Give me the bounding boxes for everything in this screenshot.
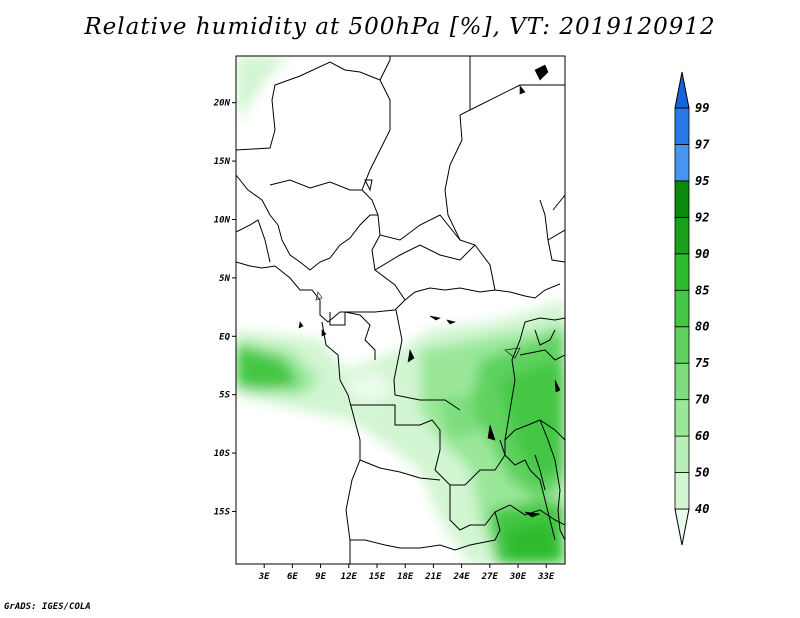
lon-tick-label: 33E (537, 572, 555, 582)
colorbar-segment (674, 216, 690, 255)
colorbar-label: 40 (695, 502, 709, 516)
lon-tick-label: 6E (287, 572, 298, 582)
lon-tick-label: 21E (424, 572, 442, 582)
colorbar-label: 85 (695, 283, 709, 297)
lat-tick-label: 15N (214, 157, 231, 167)
colorbar-label: 60 (695, 429, 709, 443)
colorbar-segment (674, 144, 690, 182)
country-borders (236, 56, 565, 564)
colorbar-lower-arrow (674, 508, 690, 546)
colorbar-label: 92 (695, 210, 709, 224)
lat-tick-label: 20N (213, 99, 231, 109)
grads-credit: GrADS: IGES/COLA (4, 602, 91, 612)
lon-tick-label: 12E (341, 572, 358, 582)
lon-tick-label: 27E (481, 572, 499, 582)
lon-tick-label: 3E (258, 572, 270, 582)
lat-tick-label: 10N (214, 215, 231, 225)
colorbar-label: 80 (695, 320, 709, 334)
colorbar-segment (674, 362, 690, 401)
lakes-and-islands (298, 64, 561, 518)
colorbar-segment (674, 435, 690, 473)
lat-tick-label: 15S (214, 507, 231, 517)
lat-tick-label: 5S (219, 391, 230, 401)
longitude-axis: 3E 6E 9E 12E 15E 18E 21E 24E 27E 30E 33E (258, 564, 555, 582)
colorbar-label: 90 (695, 247, 709, 261)
colorbar-label: 50 (695, 466, 709, 480)
colorbar-label: 70 (695, 393, 709, 407)
colorbar-label: 99 (695, 101, 709, 115)
colorbar-label: 95 (695, 174, 709, 188)
colorbar-segment (674, 326, 690, 364)
colorbar-segment (674, 180, 690, 218)
chart-title: Relative humidity at 500hPa [%], VT: 201… (84, 14, 716, 40)
lon-tick-label: 18E (397, 572, 414, 582)
humidity-field (236, 56, 565, 564)
lon-tick-label: 15E (369, 572, 386, 582)
lat-tick-label: 5N (219, 274, 230, 284)
latitude-axis: 20N 15N 10N 5N EQ 5S 10S 15S (213, 99, 236, 517)
lon-tick-label: 9E (315, 572, 326, 582)
colorbar-segment (674, 472, 690, 510)
lat-tick-label: EQ (219, 332, 230, 342)
colorbar-segment (674, 399, 690, 437)
lon-tick-label: 30E (509, 572, 527, 582)
lat-tick-label: 10S (214, 449, 231, 459)
colorbar-segment (674, 107, 690, 145)
colorbar-label: 75 (695, 356, 709, 370)
colorbar-label: 97 (695, 137, 710, 151)
colorbar-segment (674, 289, 690, 328)
colorbar-segment (674, 253, 690, 291)
colorbar-upper-arrow (674, 71, 690, 109)
lon-tick-label: 24E (452, 572, 470, 582)
colorbar-legend: 40 50 60 70 75 80 85 90 92 95 97 99 (674, 71, 710, 546)
